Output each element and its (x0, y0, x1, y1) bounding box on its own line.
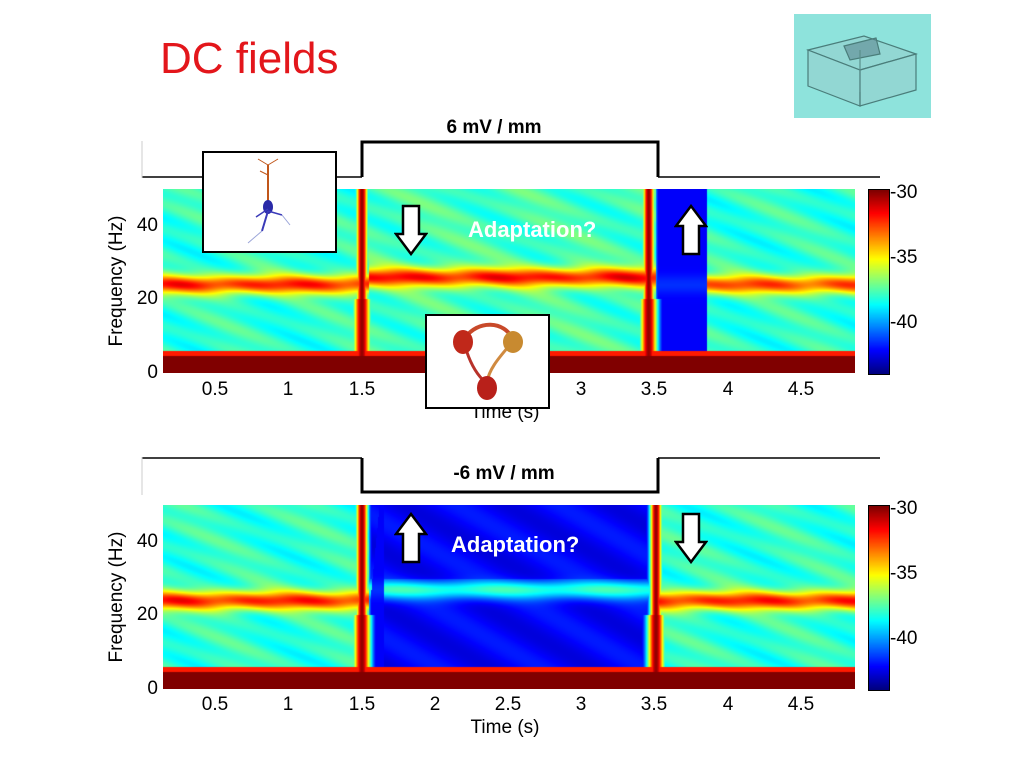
neuron-icon (247, 158, 291, 244)
x-tick: 4 (722, 694, 734, 715)
adaptation-label: Adaptation? (451, 532, 580, 557)
x-tick: 3.5 (640, 379, 668, 400)
stimulus-label: -6 mV / mm (453, 463, 555, 484)
spectrogram-bottom (163, 505, 855, 689)
network-icon (453, 322, 523, 400)
colorbar-tick: -40 (890, 312, 918, 333)
spectrogram-canvas (163, 505, 855, 689)
x-axis-label: Time (s) (470, 717, 540, 738)
slide-title: DC fields (160, 34, 339, 83)
x-tick: 4.5 (787, 694, 815, 715)
adaptation-label: Adaptation? (468, 217, 597, 242)
x-tick: 2.5 (494, 694, 522, 715)
arrow-up-icon (674, 204, 708, 256)
colorbar-tick: -30 (890, 182, 918, 203)
y-tick: 20 (136, 604, 158, 625)
y-axis-label: Frequency (Hz) (106, 531, 127, 663)
x-tick: 2 (429, 694, 441, 715)
x-tick: 3.5 (640, 694, 668, 715)
chamber-box-image (794, 14, 931, 118)
colorbar-tick: -40 (890, 628, 918, 649)
y-tick: 40 (136, 215, 158, 236)
colorbar-bottom (868, 505, 890, 691)
x-tick: 1 (282, 379, 294, 400)
x-tick: 4.5 (787, 379, 815, 400)
colorbar-canvas (869, 190, 889, 374)
x-tick: 1.5 (348, 694, 376, 715)
chamber-box-icon (806, 35, 918, 107)
x-tick: 0.5 (201, 694, 229, 715)
colorbar-canvas (869, 506, 889, 690)
arrow-down-icon (674, 512, 708, 564)
panel-top: 6 mV / mm Adaptation? Frequency (Hz) 40 … (106, 117, 918, 423)
arrow-up-icon (394, 512, 428, 564)
x-tick: 4 (722, 379, 734, 400)
x-tick: 1 (282, 694, 294, 715)
colorbar-tick: -35 (890, 563, 918, 584)
x-tick: 3 (575, 694, 587, 715)
colorbar-tick: -30 (890, 498, 918, 519)
x-tick: 1.5 (348, 379, 376, 400)
network-image (425, 314, 550, 409)
y-tick: 40 (136, 531, 158, 552)
y-tick: 20 (136, 288, 158, 309)
stimulus-label: 6 mV / mm (446, 117, 542, 138)
y-tick: 0 (147, 678, 158, 699)
colorbar-tick: -35 (890, 247, 918, 268)
arrow-down-icon (394, 204, 428, 256)
x-tick: 3 (575, 379, 587, 400)
x-tick: 0.5 (201, 379, 229, 400)
y-tick: 0 (147, 362, 158, 383)
colorbar-top (868, 189, 890, 375)
stimulus-trace-bottom (141, 457, 880, 495)
neuron-image (202, 151, 337, 253)
